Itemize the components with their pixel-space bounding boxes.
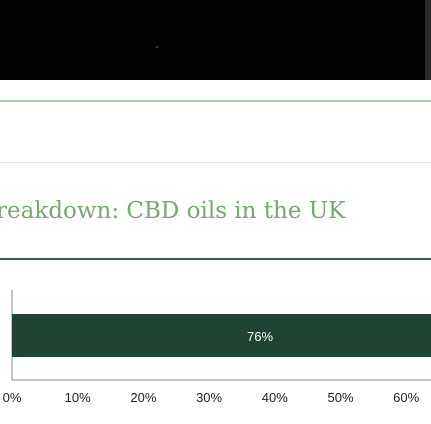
divider-grey (0, 162, 431, 163)
bar-chart: 76% 0% 10% 20% 30% 40% 50% 60% (0, 286, 431, 410)
bar-data-label: 76% (247, 329, 273, 344)
x-tick-label: 20% (130, 390, 156, 405)
x-tick-label: 40% (262, 390, 288, 405)
x-tick-label: 60% (393, 390, 419, 405)
x-tick-label: 10% (65, 390, 91, 405)
x-tick-label: 0% (3, 390, 22, 405)
top-header-bar (0, 0, 431, 80)
bar (12, 314, 431, 357)
divider-green (0, 100, 431, 102)
x-tick-label: 50% (327, 390, 353, 405)
chart-svg: 76% 0% 10% 20% 30% 40% 50% 60% (3, 290, 431, 405)
header-dot (156, 46, 158, 48)
x-tick-label: 30% (196, 390, 222, 405)
chart-title: reakdown: CBD oils in the UK (0, 198, 346, 224)
header-edge (425, 0, 431, 80)
divider-dark (0, 258, 431, 260)
